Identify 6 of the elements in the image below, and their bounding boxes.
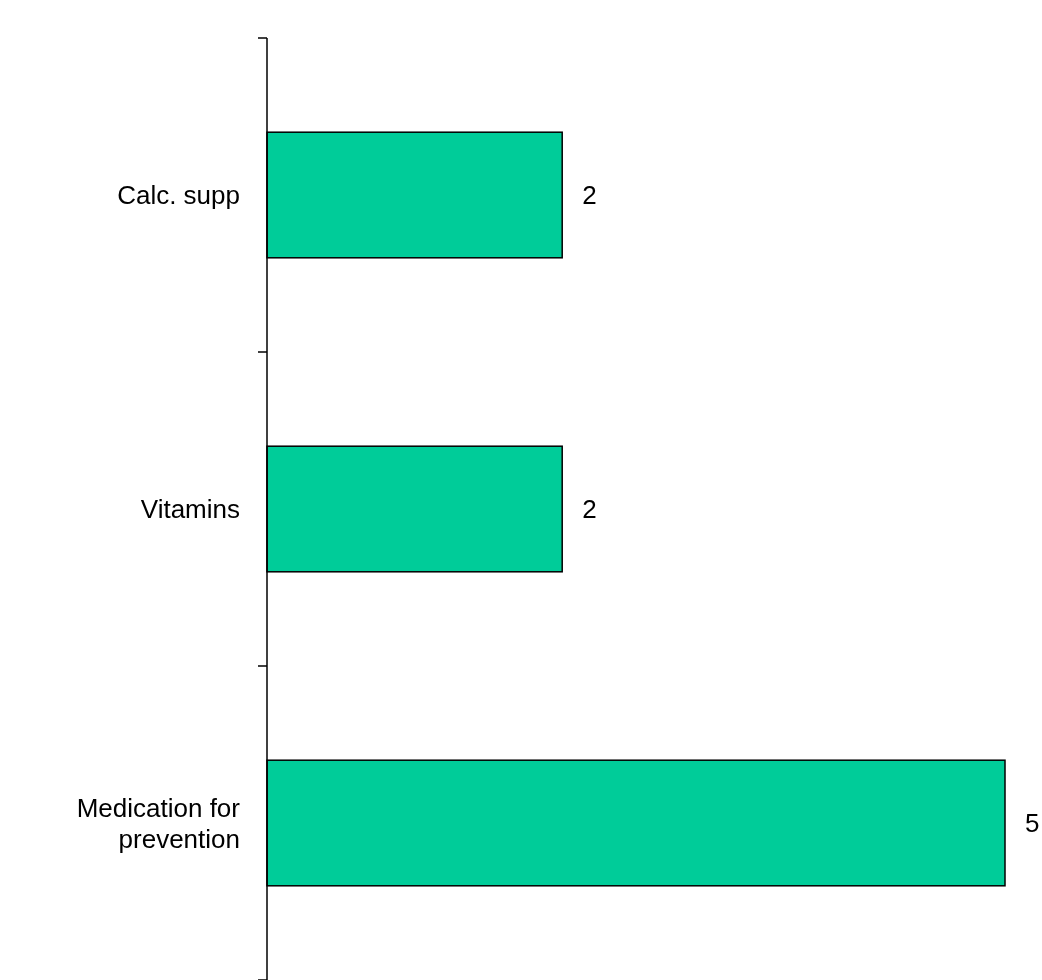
y-tick-label: Calc. supp [117, 180, 240, 211]
y-tick-label: Medication for prevention [76, 792, 241, 854]
data-label: 2 [582, 180, 597, 211]
data-label: 2 [582, 494, 597, 525]
data-label: 5 [1025, 808, 1040, 839]
y-tick-label: Vitamins [140, 494, 240, 525]
